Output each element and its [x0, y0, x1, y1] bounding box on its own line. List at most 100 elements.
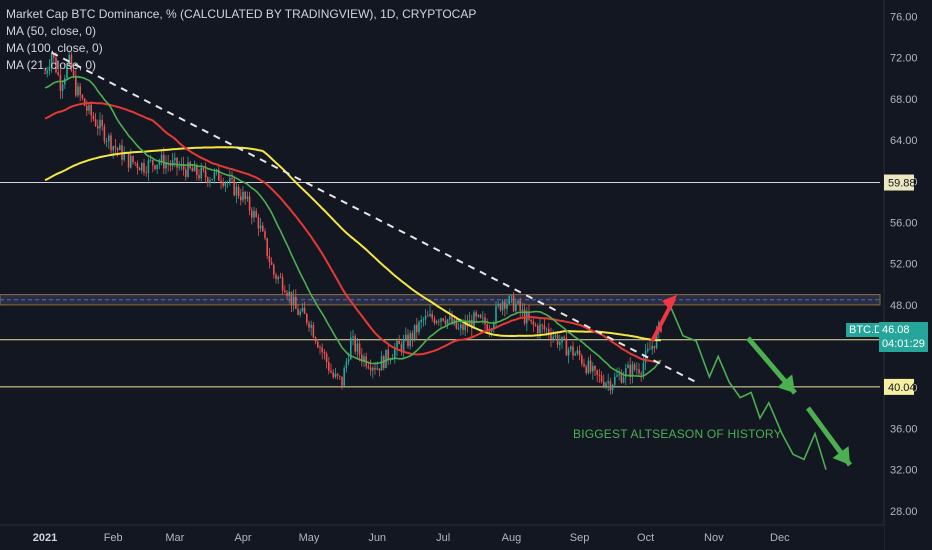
candle-body — [286, 292, 288, 297]
candle-body — [647, 348, 649, 351]
green-arrow-2-head — [832, 446, 850, 465]
candle-body — [636, 369, 638, 371]
x-tick-label: Jun — [368, 532, 386, 544]
y-tick-label: 64.00 — [890, 135, 918, 147]
legend-ma21: MA (21, close, 0) — [6, 58, 97, 72]
candle-body — [273, 264, 275, 275]
candle-body — [158, 161, 161, 165]
candle-body — [471, 319, 473, 329]
candle-body — [178, 166, 180, 168]
candle-body — [233, 179, 235, 196]
candle-body — [196, 164, 198, 176]
y-tick-label: 36.00 — [890, 424, 918, 436]
candle-body — [61, 84, 64, 91]
candle-body — [572, 346, 574, 356]
y-tick-label: 56.00 — [890, 218, 918, 230]
candle-body — [119, 145, 121, 151]
candle-body — [105, 141, 108, 142]
countdown: 04:01:29 — [882, 338, 925, 350]
candle-body — [429, 313, 431, 317]
candle-body — [193, 164, 196, 172]
candle-body — [163, 154, 165, 169]
candle-body — [616, 375, 618, 377]
candle-body — [275, 274, 277, 280]
candle-body — [402, 339, 405, 352]
candle-body — [108, 135, 110, 142]
candle-body — [160, 154, 163, 162]
candle-body — [506, 303, 508, 309]
candle-body — [284, 290, 286, 293]
candle-body — [651, 345, 653, 350]
candle-body — [207, 177, 209, 183]
candle-body — [519, 300, 521, 311]
candle-body — [141, 163, 143, 171]
candle-body — [72, 70, 75, 76]
candle-body — [266, 238, 268, 257]
candle-body — [367, 366, 370, 368]
candle-body — [541, 324, 543, 326]
candle-body — [385, 349, 387, 369]
level-price-box — [884, 174, 914, 191]
candle-body — [416, 324, 418, 333]
candle-body — [70, 54, 73, 71]
candle-body — [297, 308, 299, 315]
projection — [650, 294, 853, 470]
candle-body — [389, 359, 392, 361]
candle-body — [380, 356, 383, 371]
candle-body — [396, 340, 398, 349]
candle-body — [94, 119, 97, 126]
candle-body — [257, 217, 260, 229]
candle-body — [460, 324, 462, 329]
candle-body — [372, 367, 374, 371]
candle-body — [581, 355, 583, 364]
moving-averages — [44, 75, 662, 378]
candle-body — [229, 178, 231, 183]
candle-body — [640, 373, 642, 375]
candle-body — [592, 366, 594, 372]
candle-body — [295, 296, 297, 309]
candle-body — [220, 180, 222, 183]
candle-body — [587, 360, 590, 374]
candle-body — [638, 369, 640, 374]
candle-body — [303, 307, 306, 314]
candle-body — [244, 191, 246, 200]
candle-body — [554, 335, 557, 337]
candle-body — [328, 362, 330, 371]
y-tick-label: 52.00 — [890, 259, 918, 271]
candle-body — [277, 276, 279, 280]
candle-body — [88, 104, 90, 111]
legend-ma100: MA (100, close, 0) — [6, 41, 103, 55]
candle-body — [570, 346, 572, 350]
candle-body — [334, 373, 337, 378]
candle-body — [246, 196, 249, 200]
candle-body — [446, 319, 449, 325]
candle-body — [251, 210, 253, 218]
candle-body — [264, 231, 266, 239]
candle-body — [240, 196, 242, 201]
candle-body — [341, 376, 343, 386]
candle-body — [482, 317, 484, 319]
candle-body — [347, 359, 350, 362]
candle-body — [204, 169, 207, 178]
candle-body — [154, 165, 156, 170]
candle-body — [224, 182, 227, 186]
candle-body — [559, 342, 561, 345]
candle-body — [48, 66, 51, 71]
candle-body — [532, 321, 535, 325]
level-price-box — [884, 378, 914, 395]
candle-body — [394, 348, 396, 358]
candle-body — [358, 343, 361, 355]
candle-body — [583, 363, 585, 367]
y-tick-label: 32.00 — [890, 465, 918, 477]
candle-body — [468, 319, 471, 327]
candle-body — [510, 295, 513, 297]
projection-line — [660, 302, 827, 470]
candle-body — [270, 261, 273, 265]
candle-body — [200, 167, 202, 179]
x-tick-label: Jul — [436, 532, 450, 544]
candle-body — [290, 291, 293, 306]
candle-body — [123, 153, 125, 160]
candle-body — [130, 155, 132, 168]
candle-body — [376, 368, 378, 370]
